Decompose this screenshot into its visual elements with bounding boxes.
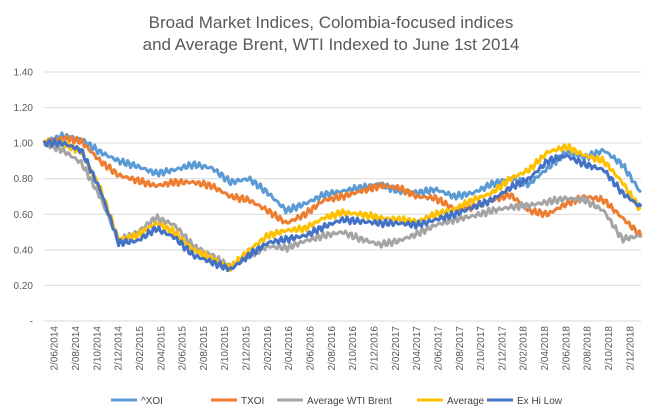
y-tick-label: 0.60 [14,210,34,221]
legend-label: ^XOI [141,396,163,407]
x-tick-label: 2/08/2017 [455,326,466,371]
x-tick-label: 2/12/2016 [369,326,380,371]
x-tick-label: 2/10/2014 [92,326,103,371]
x-tick-label: 2/08/2014 [71,326,82,371]
x-tick-label: 2/08/2015 [199,326,210,371]
legend: ^XOI TXOI Average WTI Brent Average Ex Hi Lo… [111,396,563,407]
series-line [42,138,643,273]
x-tick-label: 2/06/2015 [178,326,189,371]
legend-label: Ex Hi Low [517,396,563,407]
y-tick-label: 0.40 [14,245,34,256]
x-tick-label: 2/12/2014 [114,326,125,371]
x-tick-label: 2/04/2016 [284,326,295,371]
x-tick-label: 2/10/2015 [220,326,231,371]
legend-label: Average WTI Brent [307,396,392,407]
x-tick-label: 2/02/2016 [263,326,274,371]
x-tick-label: 2/12/2017 [497,326,508,371]
chart-title-line-2: and Average Brent, WTI Indexed to June 1… [143,35,520,54]
series-line [43,131,643,215]
y-tick-label: 1.20 [14,103,34,114]
y-tick-label: 0.20 [14,281,34,292]
x-tick-label: 2/04/2018 [540,326,551,371]
x-tick-label: 2/06/2017 [433,326,444,371]
x-tick-label: 2/06/2016 [306,326,317,371]
y-tick-label: 0.80 [14,174,34,185]
x-tick-label: 2/04/2017 [412,326,423,371]
x-tick-label: 2/06/2018 [561,326,572,371]
x-tick-label: 2/12/2018 [625,326,636,371]
series-line [42,134,643,238]
x-tick-label: 2/08/2016 [327,326,338,371]
x-tick-label: 2/10/2017 [476,326,487,371]
x-tick-label: 2/12/2015 [242,326,253,371]
y-tick-label: - [30,317,33,328]
series-lines [42,131,643,273]
series-line [43,139,642,272]
x-tick-label: 2/10/2018 [604,326,615,371]
x-tick-label: 2/06/2014 [50,326,61,371]
x-tick-label: 2/10/2016 [348,326,359,371]
x-tick-label: 2/02/2017 [391,326,402,371]
legend-label: TXOI [241,396,264,407]
x-tick-label: 2/02/2015 [135,326,146,371]
y-axis-tick-labels: - 0.20 0.40 0.60 0.80 1.00 1.20 1.40 [14,68,34,328]
chart-title-line-1: Broad Market Indices, Colombia-focused i… [149,13,514,32]
y-tick-label: 1.00 [14,139,34,150]
x-tick-label: 2/02/2018 [519,326,530,371]
x-axis-tick-labels: 2/06/2014 2/08/2014 2/10/2014 2/12/2014 2/02… [50,326,637,371]
y-tick-label: 1.40 [14,68,34,79]
legend-label: Average [447,396,485,407]
x-tick-label: 2/08/2018 [583,326,594,371]
x-tick-label: 2/04/2015 [156,326,167,371]
